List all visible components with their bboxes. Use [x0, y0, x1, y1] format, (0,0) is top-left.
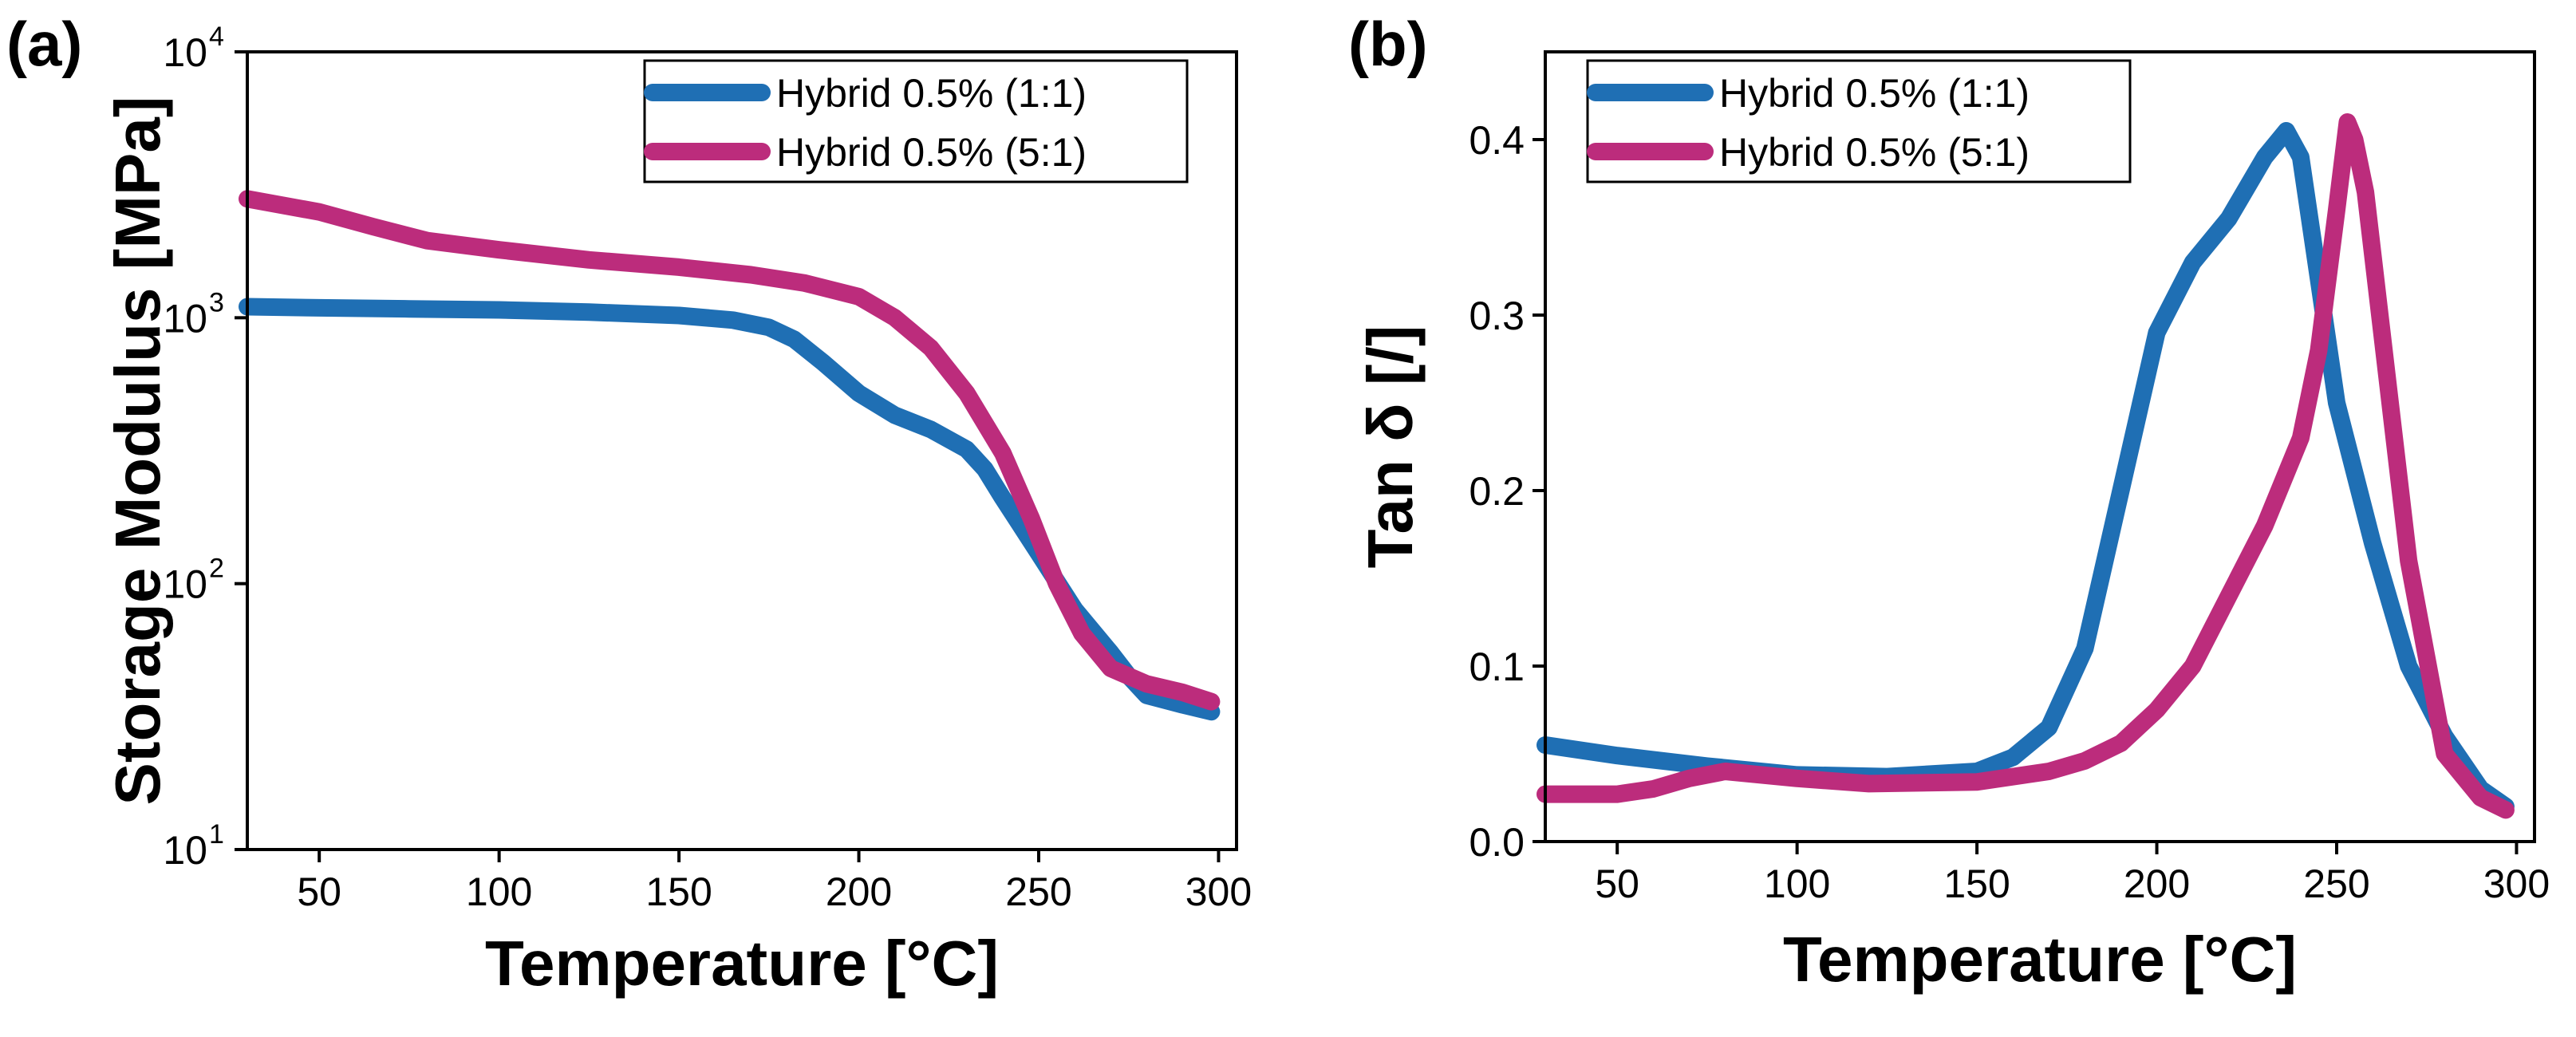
panel-a-y-tick-label: 10	[163, 562, 207, 607]
panel-a-x-ticks: 50 100 150 200 250 300	[297, 850, 1252, 914]
panel-a-y-tick-exponent: 1	[209, 819, 224, 850]
panel-a-y-axis-title: Storage Modulus [MPa]	[102, 97, 173, 806]
panel-a-y-tick-label: 10	[163, 296, 207, 341]
panel-a-x-axis-title: Temperature [°C]	[485, 928, 999, 999]
panel-b-y-axis-title: Tan δ [/]	[1355, 325, 1426, 569]
panel-a-y-tick-exponent: 4	[209, 22, 224, 52]
panel-a-legend-label-1: Hybrid 0.5% (1:1)	[776, 71, 1087, 116]
panel-b-x-tick-label: 200	[2124, 862, 2190, 906]
panel-b-plot-frame	[1544, 50, 2536, 843]
panel-b-x-tick-label: 300	[2483, 862, 2550, 906]
panel-a-x-tick-label: 200	[826, 869, 892, 914]
panel-a-y-tick-exponent: 3	[209, 287, 224, 317]
panel-a-x-tick-label: 250	[1005, 869, 1071, 914]
panel-b-x-tick-label: 100	[1764, 862, 1830, 906]
panel-b-label: (b)	[1348, 9, 1428, 79]
panel-b-x-tick-label: 150	[1943, 862, 2010, 906]
panel-b-tan-delta-chart: (b) 50 100 150 200 250 300 0.0 0.1 0.2 0.3 0.4 Te…	[1348, 9, 2550, 995]
panel-b-legend-label-1: Hybrid 0.5% (1:1)	[1719, 71, 2030, 116]
panel-a-series-1-line	[239, 298, 1221, 721]
panel-b-y-tick-label: 0.0	[1469, 820, 1525, 865]
panel-b-y-tick-label: 0.3	[1469, 294, 1525, 338]
panel-b-y-tick-label: 0.4	[1469, 118, 1525, 163]
panel-b-x-axis-title: Temperature [°C]	[1783, 924, 2297, 995]
panel-b-series-2-line	[1537, 113, 2515, 819]
panel-b-x-tick-label: 50	[1595, 862, 1639, 906]
panel-a-plot-frame	[246, 50, 1238, 851]
panel-a-label: (a)	[6, 9, 82, 79]
panel-a-x-tick-label: 150	[645, 869, 712, 914]
panel-b-plot-area	[1537, 113, 2515, 819]
panel-a-x-tick-label: 50	[297, 869, 341, 914]
panel-b-legend: Hybrid 0.5% (1:1) Hybrid 0.5% (5:1)	[1586, 59, 2132, 183]
panel-a-legend-box	[643, 59, 1189, 183]
panel-a-y-tick-label: 10	[163, 828, 207, 873]
panel-a-plot-area	[239, 190, 1221, 721]
panel-a-legend-label-2: Hybrid 0.5% (5:1)	[776, 130, 1087, 175]
panel-a-x-tick-label: 100	[466, 869, 532, 914]
panel-a-y-tick-label: 10	[163, 30, 207, 75]
panel-a-legend: Hybrid 0.5% (1:1) Hybrid 0.5% (5:1)	[643, 59, 1189, 183]
panel-b-legend-label-2: Hybrid 0.5% (5:1)	[1719, 130, 2030, 175]
panel-b-y-tick-label: 0.1	[1469, 645, 1525, 689]
panel-b-legend-box	[1586, 59, 2132, 183]
panel-b-x-ticks: 50 100 150 200 250 300	[1595, 842, 2550, 906]
panel-a-x-tick-label: 300	[1185, 869, 1252, 914]
panel-b-y-tick-label: 0.2	[1469, 469, 1525, 514]
panel-b-y-ticks: 0.0 0.1 0.2 0.3 0.4	[1469, 118, 1545, 865]
panel-a-y-tick-exponent: 2	[209, 554, 224, 584]
panel-b-x-tick-label: 250	[2303, 862, 2369, 906]
panel-a-series-2-line	[239, 190, 1221, 711]
